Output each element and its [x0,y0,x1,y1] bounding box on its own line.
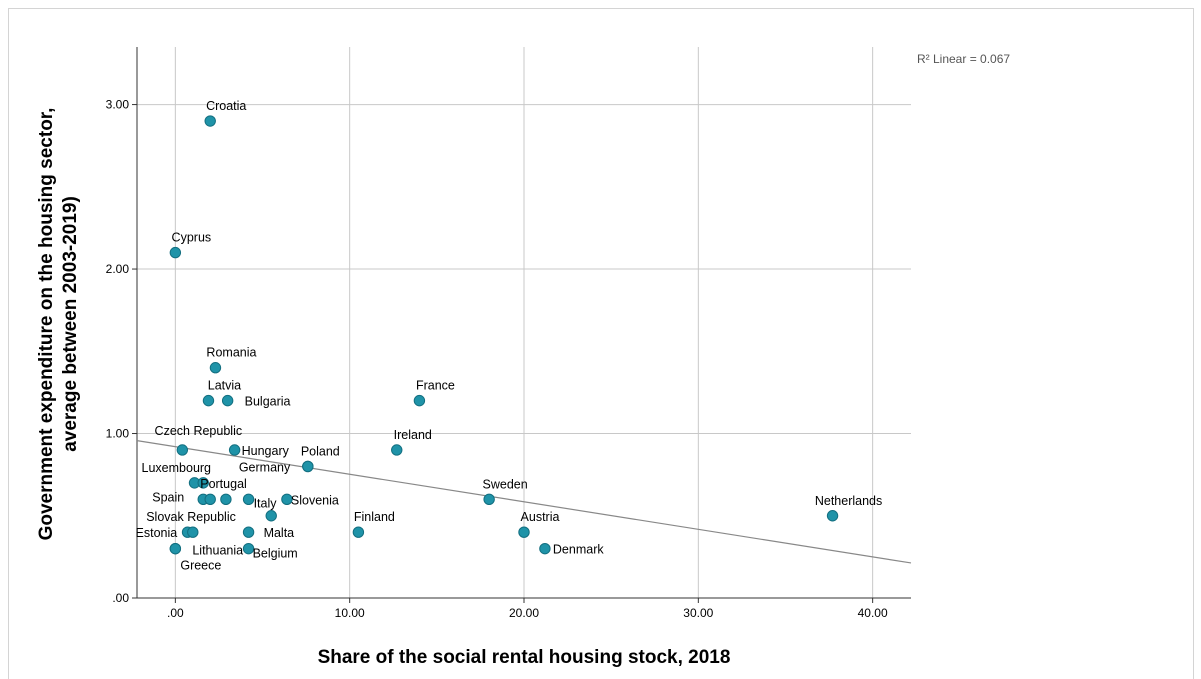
data-point [302,460,314,473]
chart-frame [8,8,1194,679]
point-label: Romania [206,346,256,360]
x-tick-label: 10.00 [335,606,365,620]
x-tick-label: 20.00 [509,606,539,620]
data-point [228,444,241,456]
r2-label: R² Linear = 0.067 [917,52,1010,66]
point-label: France [416,379,455,393]
data-point [826,510,839,522]
point-label: Poland [301,444,340,458]
point-label: Latvia [208,379,241,393]
point-label: Hungary [242,444,290,458]
data-point [220,493,232,506]
data-point [204,115,216,127]
data-point [281,493,293,506]
y-tick-label: 2.00 [106,262,130,276]
point-label: Bulgaria [245,395,291,409]
point-labels: Croatia Cyprus Romania Latvia Bulgaria France… [136,99,883,573]
data-point [242,526,255,538]
data-point [242,542,255,555]
point-label: Spain [152,490,184,504]
fit-line [136,440,912,564]
y-tick-label: 1.00 [106,427,130,441]
data-point [483,493,495,506]
data-point [204,493,216,506]
point-label: Ireland [394,428,432,442]
point-label: Greece [180,559,221,573]
data-point [187,526,199,538]
point-label: Denmark [553,543,604,557]
data-point [197,477,209,489]
data-point [209,362,222,374]
point-label: Slovak Republic [146,510,236,524]
y-tick-label: .00 [112,591,129,605]
point-label: Croatia [206,99,246,113]
data-point [202,394,215,407]
point-label: Germany [239,460,291,474]
data-point [169,246,182,259]
data-point [221,394,234,407]
point-label: Lithuania [192,544,243,558]
x-tick-label: 40.00 [858,606,888,620]
x-tick-label: .00 [167,606,184,620]
x-axis-title: Share of the social rental housing stock… [318,647,731,668]
data-point [413,394,426,407]
point-label: Slovenia [291,493,339,507]
point-label: Belgium [253,547,298,561]
point-label: Czech Republic [155,424,243,438]
point-label: Italy [254,496,278,510]
point-label: Austria [521,510,560,524]
data-point [518,526,530,538]
point-label: Malta [264,526,295,540]
data-point [242,493,255,506]
y-tick-label: 3.00 [106,98,130,112]
data-point [265,510,277,522]
y-axis-title-line-2: average between 2003-2019) [60,196,81,452]
point-label: Netherlands [815,494,882,508]
data-point [391,444,403,456]
y-axis-title-line-1: Government expenditure on the housing se… [36,108,57,541]
data-point [352,526,365,538]
point-label: Luxembourg [142,461,212,475]
point-label: Estonia [136,526,178,540]
axes: .00 10.00 20.00 30.00 40.00 .00 1.00 2.00 3.00 [106,47,911,620]
data-point [539,542,551,555]
data-point [176,444,189,456]
fit-line-group [136,440,912,564]
point-label: Finland [354,510,395,524]
point-label: Sweden [483,477,528,491]
data-points [169,115,839,555]
point-label: Portugal [200,477,247,491]
data-point [169,542,182,555]
point-label: Cyprus [172,231,212,245]
x-tick-label: 30.00 [683,606,713,620]
